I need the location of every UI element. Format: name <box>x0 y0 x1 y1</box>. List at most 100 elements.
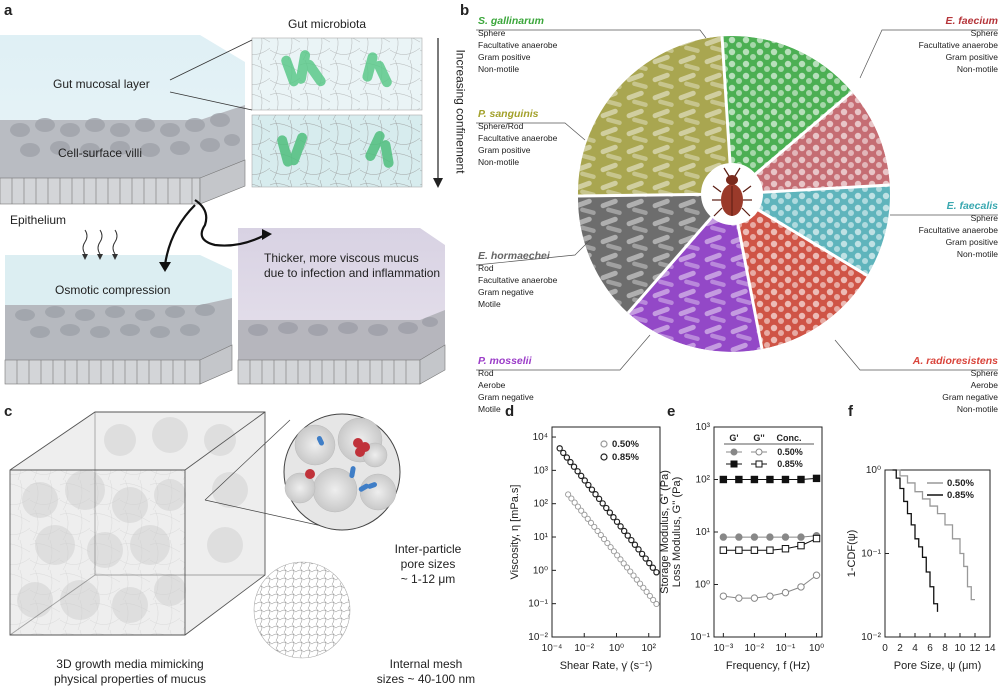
chart-d-point <box>607 544 614 551</box>
chart-e-ytick-label: 10⁰ <box>695 580 710 591</box>
chart-d-point <box>617 556 624 563</box>
chart-d-point <box>646 559 653 567</box>
chart-d-point <box>581 477 588 484</box>
bacteria-name: P. sanguinis <box>478 108 539 120</box>
bacteria-name: E. faecalis <box>946 200 998 212</box>
chart-d-point <box>653 600 660 608</box>
bacteria-label-1: E. faecium Sphere Facultative anaerobe Gram… <box>919 15 998 75</box>
chart-e-point <box>719 546 728 554</box>
chart-d-point <box>578 507 585 514</box>
media-caption-line1: 3D growth media mimicking <box>56 657 204 671</box>
chart-e-point <box>750 594 759 602</box>
chart-d-xlabel: Shear Rate, γ̇ (s⁻¹) <box>560 660 653 672</box>
chart-d-point <box>560 449 567 457</box>
cell-surface-villi-label: Cell-surface villi <box>58 146 143 160</box>
chart-e-legend-label: 0.85% <box>777 459 803 469</box>
chart-d-point <box>638 550 646 558</box>
chart-d-point <box>646 592 653 599</box>
chart-e-point <box>719 533 728 541</box>
chart-e-xtick-label: 10⁻¹ <box>776 643 796 654</box>
bacteria-label-6: A. radioresistens Sphere Aerobe Gram negati… <box>913 355 998 415</box>
chart-e-xtick-label: 10⁻³ <box>713 643 733 654</box>
chart-e-ylabel2: Loss Modulus, G'' (Pa) <box>671 477 683 588</box>
bacteria-trait: Non-motile <box>956 404 998 414</box>
bacteria-trait: Facultative anaerobe <box>918 40 998 50</box>
chart-d-point <box>570 463 578 470</box>
bacteria-trait: Rod <box>478 368 494 378</box>
chart-e-legend-header: G'' <box>753 433 764 443</box>
bacteria-trait: Facultative anaerobe <box>918 225 998 235</box>
chart-d-ytick-label: 10¹ <box>534 532 549 543</box>
pore-size-line2: pore sizes <box>400 557 456 571</box>
chart-d-point <box>567 458 574 466</box>
chart-e-point <box>812 534 821 543</box>
chart-d-ytick-label: 10⁴ <box>533 432 548 443</box>
mucosal-slab-osmotic <box>4 255 233 385</box>
bacteria-name: A. radioresistens <box>912 355 998 367</box>
chart-e-point <box>719 475 728 484</box>
bacteria-trait: Motile <box>478 299 501 309</box>
chart-d-ytick-label: 10² <box>534 499 549 510</box>
panel-label-b: b <box>460 2 470 19</box>
chart-d-legend-label: 0.50% <box>612 439 639 450</box>
chart-f-xtick-label: 6 <box>927 643 933 654</box>
bacteria-trait: Sphere <box>970 213 998 223</box>
chart-d-legend-label: 0.85% <box>612 452 639 463</box>
bacteria-trait: Gram negative <box>942 392 998 402</box>
chart-e-ylabel1: Storage Modulus, G' (Pa) <box>659 470 671 594</box>
chart-d-point <box>581 511 588 518</box>
chart-e-legend-header: G' <box>729 433 738 443</box>
chart-d-point <box>628 536 635 544</box>
chart-d-point <box>599 500 606 507</box>
chart-d-point <box>604 540 611 547</box>
bacteria-trait: Gram positive <box>478 52 531 62</box>
osmotic-compression-label: Osmotic compression <box>55 283 171 297</box>
chart-d-point <box>630 572 637 579</box>
bacteria-name: S. gallinarum <box>478 15 544 27</box>
bacteria-trait: Facultative anaerobe <box>478 133 558 143</box>
bacteria-label-0: S. gallinarum Sphere Facultative anaerobe G… <box>478 15 557 75</box>
chart-d-point <box>653 569 660 576</box>
bacteria-pie <box>577 36 890 352</box>
chart-d-point <box>642 555 649 562</box>
chart-e-point <box>766 546 774 554</box>
chart-d-point <box>588 486 596 493</box>
chart-d-xtick-label: 10⁻² <box>574 643 594 654</box>
chart-d-point <box>584 515 591 522</box>
bacteria-trait: Sphere <box>478 28 506 38</box>
chart-d-point <box>592 491 599 498</box>
epithelium-label: Epithelium <box>10 213 67 227</box>
bacteria-trait: Aerobe <box>478 380 506 390</box>
osmotic-arrows <box>82 229 118 255</box>
chart-d-point <box>568 495 575 502</box>
bacteria-label-4: E. hormaechei Rod Facultative anaerobe Gram… <box>478 250 557 310</box>
chart-e-point <box>797 533 805 541</box>
bacteria-name: E. hormaechei <box>478 250 550 262</box>
chart-e-point <box>750 475 759 484</box>
chart-e-legend-marker <box>730 460 738 468</box>
chart-d-point <box>633 576 640 583</box>
pie-leader-lines <box>475 29 998 371</box>
mesh-size-line2: sizes ~ 40-100 nm <box>376 672 476 686</box>
bacteria-trait: Non-motile <box>478 64 520 74</box>
chart-d-point <box>571 499 578 506</box>
bacteria-trait: Rod <box>478 263 494 273</box>
pore-size-line1: Inter-particle <box>394 542 462 556</box>
chart-d-ytick-label: 10⁻² <box>528 632 548 643</box>
mucosal-slab-inflamed <box>237 228 446 385</box>
bacteria-trait: Gram positive <box>945 237 998 247</box>
bacteria-name: E. faecium <box>945 15 998 27</box>
bacteria-label-5: P. mosselii Rod Aerobe Gram negative Motile <box>478 355 534 415</box>
chart-d-ytick-label: 10⁻¹ <box>528 599 548 610</box>
chart-f-ylabel: 1-CDF(ψ) <box>846 530 858 578</box>
chart-e-point <box>766 533 774 541</box>
microbiota-box-1 <box>251 37 423 111</box>
mesh-size-line1: Internal mesh <box>389 657 463 671</box>
chart-e-point <box>797 583 805 591</box>
media-caption-line2: physical properties of mucus <box>53 672 207 686</box>
chart-f-ytick-label: 10⁻² <box>861 632 881 643</box>
chart-f-ytick-label: 10⁻¹ <box>861 549 881 560</box>
chart-d-point <box>565 491 572 498</box>
